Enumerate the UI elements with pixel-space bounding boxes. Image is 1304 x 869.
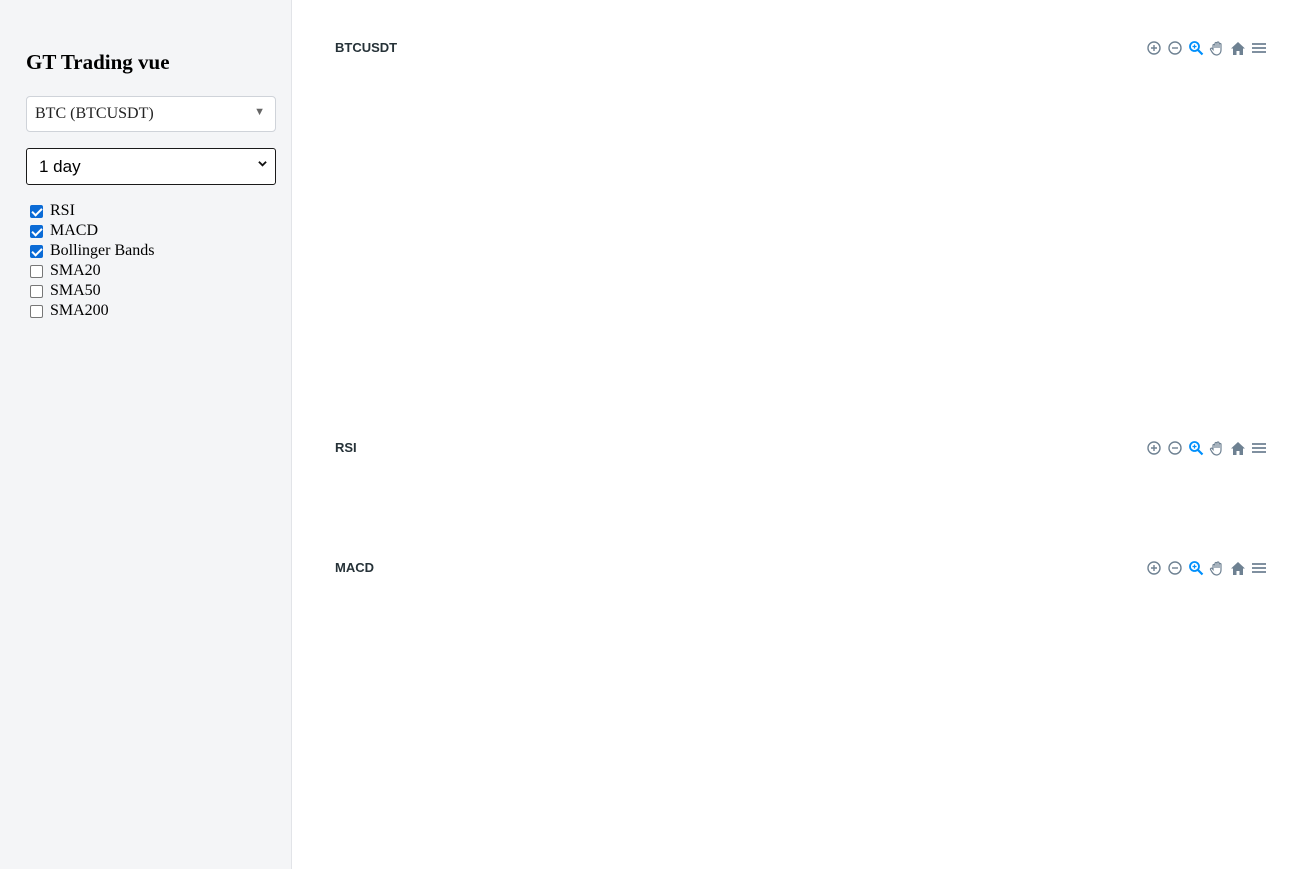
home-reset-icon[interactable] [1230,440,1246,456]
indicator-sma20[interactable]: SMA20 [30,261,101,281]
sma200-checkbox[interactable] [30,304,43,318]
indicator-bollinger-bands[interactable]: Bollinger Bands [30,241,154,261]
interval-select[interactable]: 1 day [26,148,276,185]
indicator-label: SMA50 [50,282,101,299]
rsi-checkbox[interactable] [30,204,43,218]
home-reset-icon[interactable] [1230,560,1246,576]
interval-select-value: 1 day [39,157,81,176]
zoom-in-icon[interactable]: 40000.0060000.0080000.00100000.00120000.… [1146,40,1162,56]
macd-chart[interactable] [330,560,1270,800]
macd-checkbox[interactable] [30,224,43,238]
indicator-label: Bollinger Bands [50,242,155,259]
indicator-macd[interactable]: MACD [30,221,98,241]
selection-zoom-icon[interactable] [1188,40,1204,56]
chart-toolbar: 40000.0060000.0080000.00100000.00120000.… [1146,40,1267,56]
zoom-out-icon[interactable] [1167,560,1183,576]
symbol-select[interactable]: BTC (BTCUSDT) ▼ [26,96,276,132]
selection-zoom-icon[interactable] [1188,440,1204,456]
caret-down-icon: ▼ [254,106,265,118]
indicator-sma200[interactable]: SMA200 [30,301,109,321]
home-reset-icon[interactable] [1230,40,1246,56]
zoom-out-icon[interactable] [1167,40,1183,56]
indicator-rsi[interactable]: RSI [30,201,75,221]
chart-title: MACD [335,560,374,575]
sidebar: GT Trading vue BTC (BTCUSDT) ▼ 1 day RSI… [0,0,292,869]
pan-hand-icon[interactable] [1209,40,1225,56]
indicator-label: SMA200 [50,302,109,319]
selection-zoom-icon[interactable] [1188,560,1204,576]
macd-chart-panel: MACD -4000.00-2000.000.002000.004000.006… [330,560,1270,800]
chart-toolbar: 0.0050.00100.00Aug '24Sep '24Oct '24Nov … [1146,440,1267,456]
price-chart[interactable] [330,40,1270,440]
indicator-label: MACD [50,222,99,239]
sma20-checkbox[interactable] [30,264,43,278]
symbol-select-value: BTC (BTCUSDT) [35,105,154,122]
bollinger-bands-checkbox[interactable] [30,244,43,258]
rsi-chart[interactable] [330,440,1270,558]
zoom-in-icon[interactable]: 0.0050.00100.00Aug '24Sep '24Oct '24Nov … [1146,440,1162,456]
zoom-out-icon[interactable] [1167,440,1183,456]
pan-hand-icon[interactable] [1209,440,1225,456]
indicator-label: SMA20 [50,262,101,279]
pan-hand-icon[interactable] [1209,560,1225,576]
chart-title: BTCUSDT [335,40,398,55]
chevron-down-icon [258,161,267,167]
rsi-chart-panel: RSI 0.0050.00100.00Aug '24Sep '24Oct '24… [330,440,1270,558]
indicator-sma50[interactable]: SMA50 [30,281,101,301]
menu-icon[interactable] [1251,440,1267,456]
sma50-checkbox[interactable] [30,284,43,298]
chart-toolbar: -4000.00-2000.000.002000.004000.006000.0… [1146,560,1267,576]
chart-title: RSI [335,440,357,455]
price-chart-panel: BTCUSDT 40000.0060000.0080000.00100000.0… [330,40,1270,440]
menu-icon[interactable] [1251,560,1267,576]
app-title: GT Trading vue [26,50,170,74]
indicator-label: RSI [50,202,75,219]
zoom-in-icon[interactable]: -4000.00-2000.000.002000.004000.006000.0… [1146,560,1162,576]
menu-icon[interactable] [1251,40,1267,56]
